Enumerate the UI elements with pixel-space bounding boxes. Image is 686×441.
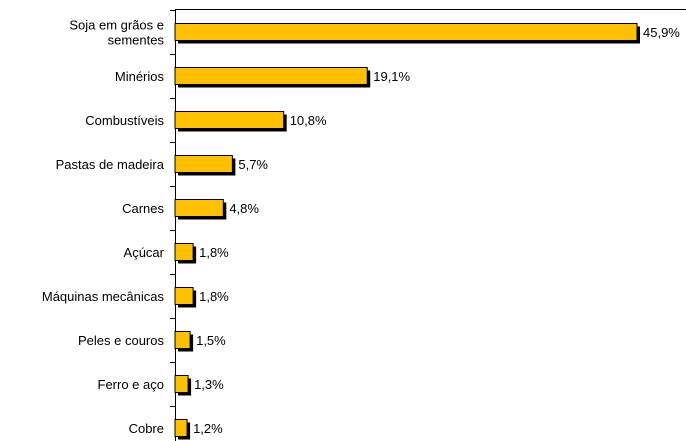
data-label: 1,8% (199, 289, 229, 304)
data-label: 19,1% (373, 69, 410, 84)
category-label: Pastas de madeira (56, 157, 165, 172)
category-label: Máquinas mecânicas (42, 289, 165, 304)
data-label: 45,9% (643, 25, 680, 40)
bar (174, 243, 194, 261)
category-label: Peles e couros (78, 333, 164, 348)
bar (174, 67, 368, 85)
data-label: 10,8% (290, 113, 327, 128)
category-label-line: Combustíveis (85, 113, 164, 128)
category-label-line: Ferro e aço (98, 377, 164, 392)
bar (174, 199, 224, 217)
category-label-line: Pastas de madeira (56, 157, 165, 172)
bar (174, 375, 189, 393)
data-label: 1,3% (194, 377, 224, 392)
category-label: Combustíveis (85, 113, 164, 128)
category-label-line: Cobre (129, 421, 164, 436)
bar (174, 111, 285, 129)
bar (174, 331, 191, 349)
bar (174, 23, 638, 41)
bar (174, 155, 233, 173)
bar (174, 419, 188, 437)
data-label: 1,8% (199, 245, 229, 260)
category-label-line: Máquinas mecânicas (42, 289, 165, 304)
data-label: 1,5% (196, 333, 226, 348)
bars-layer (174, 23, 640, 440)
category-label-line: sementes (108, 33, 165, 48)
category-label: Ferro e aço (98, 377, 164, 392)
category-label-line: Açúcar (124, 245, 165, 260)
category-label: Carnes (122, 201, 164, 216)
category-label: Minérios (115, 69, 165, 84)
bar (174, 287, 194, 305)
data-label: 5,7% (238, 157, 268, 172)
category-label: Cobre (129, 421, 164, 436)
category-label-line: Soja em grãos e (69, 18, 164, 33)
category-label: Açúcar (124, 245, 165, 260)
labels-layer: 45,9% Soja em grãos e sementes 19,1% Minério… (42, 18, 680, 437)
data-label: 4,8% (229, 201, 259, 216)
category-label-line: Minérios (115, 69, 165, 84)
category-label: Soja em grãos e sementes (69, 18, 164, 48)
data-label: 1,2% (193, 421, 223, 436)
category-label-line: Carnes (122, 201, 164, 216)
category-label-line: Peles e couros (78, 333, 164, 348)
